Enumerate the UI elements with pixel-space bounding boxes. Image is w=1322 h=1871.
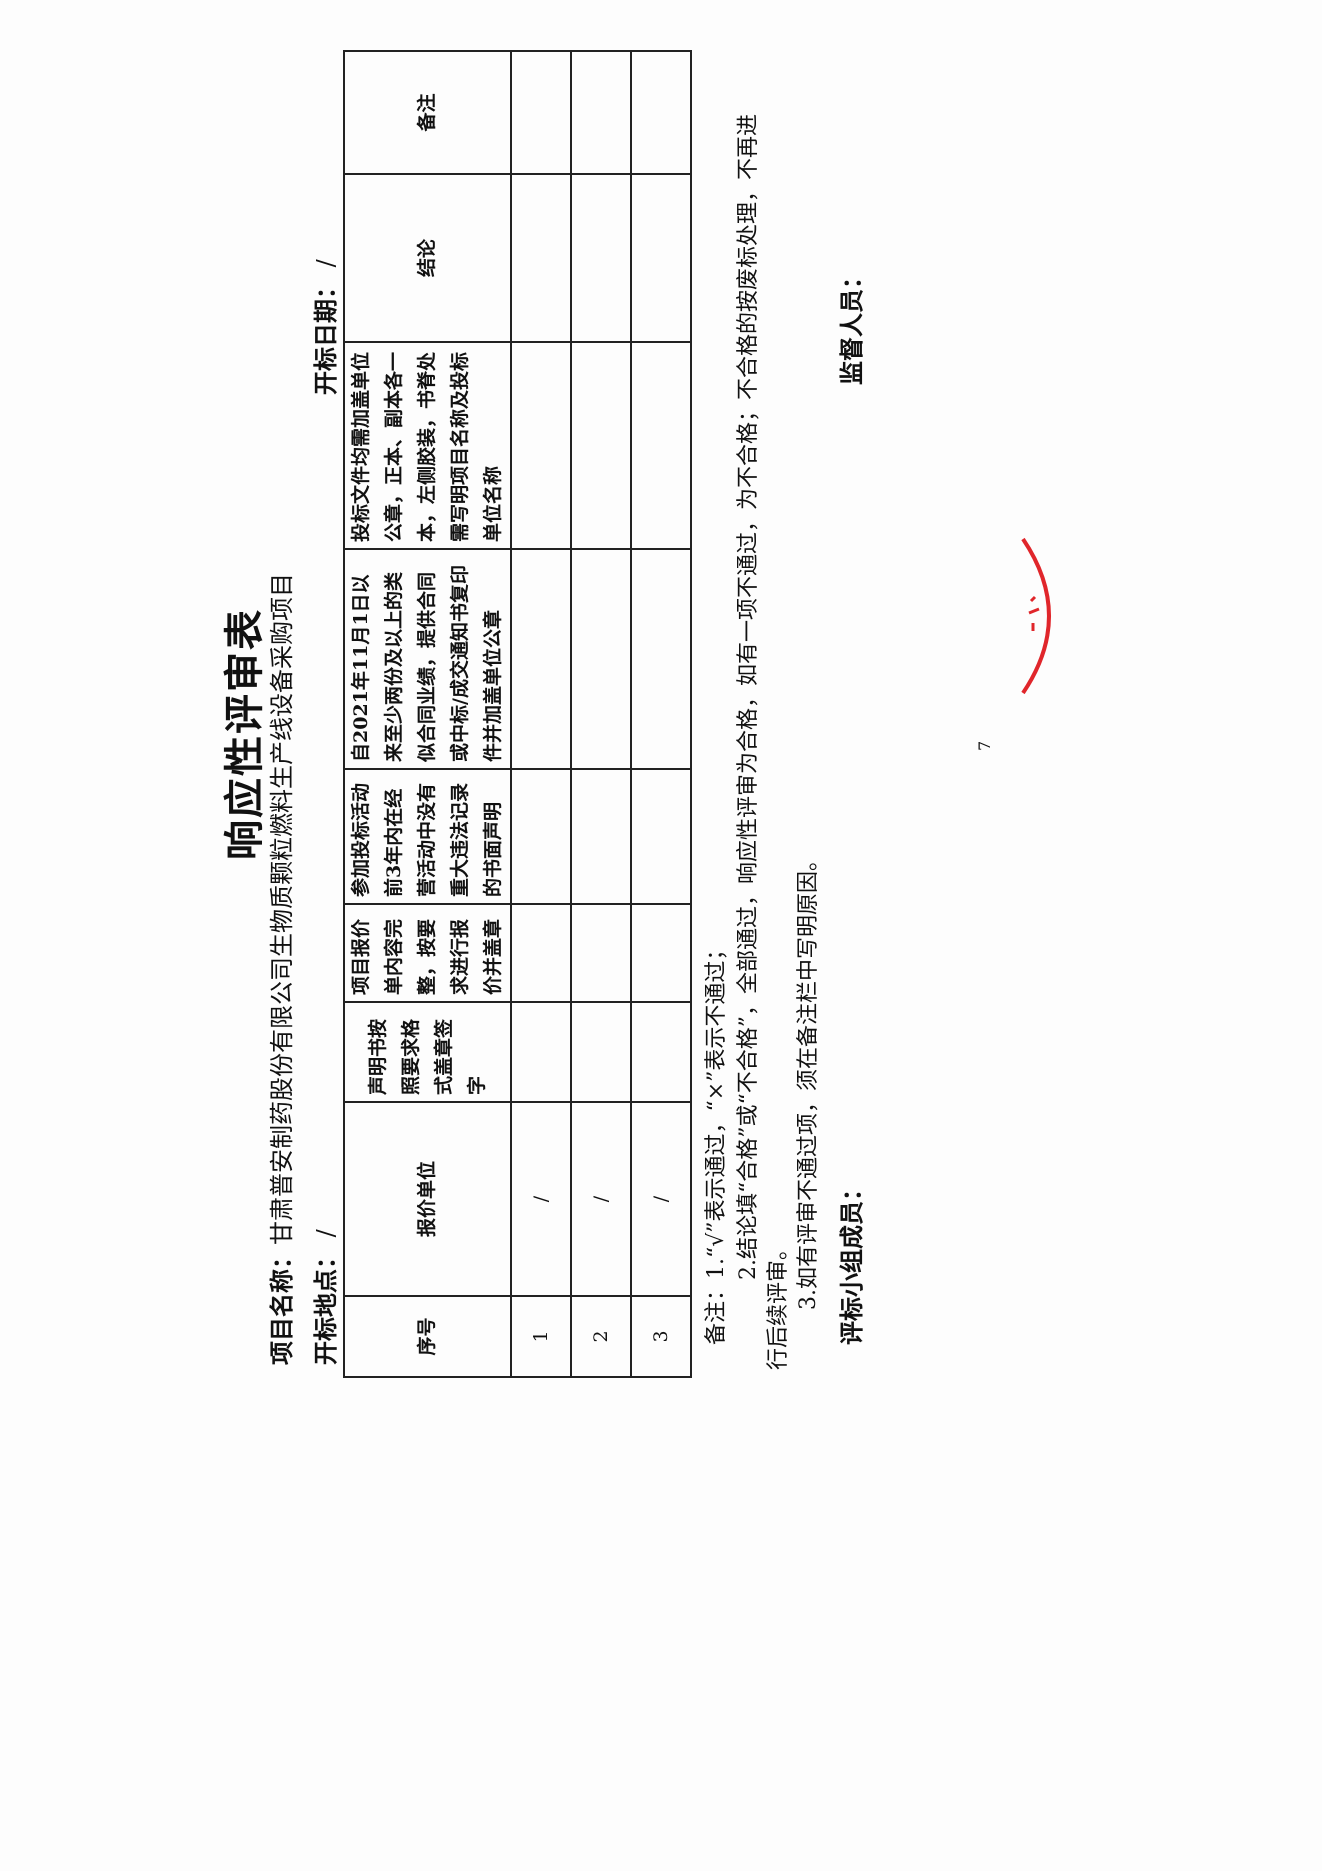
cell (631, 51, 691, 174)
bid-date-label: 开标日期： (311, 275, 340, 395)
table-row: 1 / (511, 51, 571, 1377)
header-bidder: 报价单位 (344, 1102, 511, 1296)
cell (631, 904, 691, 1002)
table-row: 2 / (571, 51, 631, 1377)
committee-members-label: 评标小组成员： (837, 1177, 866, 1345)
project-name-row: 项目名称：甘肃普安制药股份有限公司生物质颗粒燃料生产线设备采购项目 (262, 573, 297, 1365)
cell (511, 1002, 571, 1102)
bid-date: / (312, 259, 340, 268)
cell (631, 769, 691, 904)
cell-bidder: / (511, 1102, 571, 1296)
cell (631, 1002, 691, 1102)
cell (571, 174, 631, 342)
cell (571, 51, 631, 174)
note-line-1: 备注：1.“√”表示通过，“×”表示不通过； (704, 938, 729, 1345)
header-quotation: 项目报价单内容完整，按要求进行报价并盖章 (344, 904, 511, 1002)
cell (511, 549, 571, 769)
header-index: 序号 (344, 1296, 511, 1377)
note-line-2: 2.结论填“合格”或“不合格”，全部通过，响应性评审为合格，如有一项不通过，为不… (736, 114, 761, 1280)
seal-fragment (1028, 595, 1040, 631)
table-row: 3 / (631, 51, 691, 1377)
seal-arc (1021, 537, 1051, 695)
bid-location-label: 开标地点： (311, 1245, 340, 1365)
header-declaration: 声明书按照要求格式盖章签字 (344, 1002, 511, 1102)
bid-location: / (312, 1229, 340, 1238)
bid-date-row: 开标日期： / (306, 259, 341, 395)
cell (631, 342, 691, 549)
table-header-row: 序号 报价单位 声明书按照要求格式盖章签字 项目报价单内容完整，按要求进行报价并… (344, 51, 511, 1377)
supervisor-label: 监督人员： (837, 265, 866, 385)
cell-bidder: / (631, 1102, 691, 1296)
header-no-violation: 参加投标活动前3年内在经营活动中没有重大违法记录的书面声明 (344, 769, 511, 904)
cell (511, 904, 571, 1002)
cell (571, 342, 631, 549)
header-conclusion: 结论 (344, 174, 511, 342)
project-name-label: 项目名称： (267, 1245, 296, 1365)
header-bid-document: 投标文件均需加盖单位公章，正本、副本各一本，左侧胶装，书脊处需写明项目名称及投标… (344, 342, 511, 549)
cell-bidder: / (571, 1102, 631, 1296)
cell (571, 549, 631, 769)
header-performance: 自2021年11月1日以来至少两份及以上的类似合同业绩，提供合同或中标/成交通知… (344, 549, 511, 769)
cell (571, 1002, 631, 1102)
bid-location-row: 开标地点： / (306, 1229, 341, 1365)
cell (511, 342, 571, 549)
cell-index: 3 (631, 1296, 691, 1377)
review-table: 序号 报价单位 声明书按照要求格式盖章签字 项目报价单内容完整，按要求进行报价并… (343, 50, 692, 1378)
cell (631, 174, 691, 342)
page-number: 7 (975, 740, 994, 751)
project-name: 甘肃普安制药股份有限公司生物质颗粒燃料生产线设备采购项目 (268, 573, 296, 1245)
cell (511, 769, 571, 904)
cell-index: 2 (571, 1296, 631, 1377)
cell (631, 549, 691, 769)
note-line-3: 3.如有评审不通过项，须在备注栏中写明原因。 (796, 849, 821, 1310)
note-line-2-continued: 行后续评审。 (766, 1237, 791, 1370)
cell (511, 51, 571, 174)
cell-index: 1 (511, 1296, 571, 1377)
cell (571, 769, 631, 904)
cell (511, 174, 571, 342)
header-remarks: 备注 (344, 51, 511, 174)
cell (571, 904, 631, 1002)
red-seal-stamp (1021, 537, 1051, 695)
